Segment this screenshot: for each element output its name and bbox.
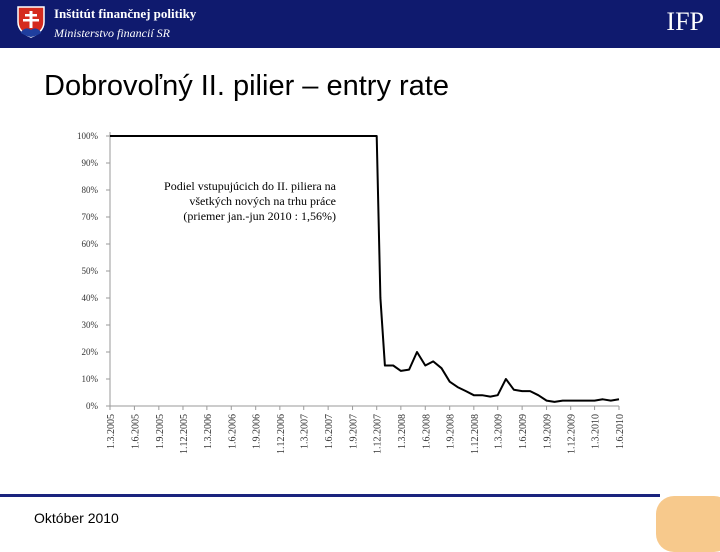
y-tick-label: 60% <box>82 239 99 249</box>
footer-divider <box>0 494 660 497</box>
annotation-line: Podiel vstupujúcich do II. piliera na <box>164 179 337 193</box>
y-tick-label: 40% <box>82 293 99 303</box>
y-tick-label: 100% <box>77 131 99 141</box>
y-tick-label: 20% <box>82 347 99 357</box>
footer-badge <box>656 496 720 552</box>
x-tick-label: 1.3.2009 <box>494 414 505 449</box>
chart-annotation: Podiel vstupujúcich do II. piliera navše… <box>164 179 337 223</box>
y-tick-label: 80% <box>82 185 99 195</box>
x-tick-label: 1.12.2005 <box>179 414 190 454</box>
x-tick-label: 1.3.2006 <box>203 414 214 449</box>
x-tick-label: 1.9.2008 <box>446 414 457 449</box>
x-tick-label: 1.3.2007 <box>300 414 311 449</box>
x-tick-label: 1.6.2007 <box>324 414 335 449</box>
x-tick-label: 1.6.2005 <box>130 414 141 449</box>
institute-name: Inštitút finančnej politiky <box>54 6 197 21</box>
x-tick-label: 1.6.2006 <box>227 414 238 449</box>
x-tick-label: 1.6.2010 <box>615 414 626 449</box>
header-bar: Inštitút finančnej politiky Ministerstvo… <box>0 0 720 48</box>
y-tick-label: 30% <box>82 320 99 330</box>
x-tick-label: 1.3.2008 <box>397 414 408 449</box>
entry-rate-series-line <box>110 135 620 403</box>
x-tick-label: 1.9.2005 <box>155 414 166 449</box>
x-tick-label: 1.3.2010 <box>591 414 602 449</box>
annotation-line: všetkých nových na trhu práce <box>189 194 336 208</box>
annotation-line: (priemer jan.-jun 2010 : 1,56%) <box>183 209 336 223</box>
ifp-logo: IFP <box>666 7 704 36</box>
series-layer <box>110 135 620 403</box>
x-tick-label: 1.9.2006 <box>252 414 263 449</box>
y-tick-label: 10% <box>82 374 99 384</box>
entry-rate-chart: 0% 10% 20% 30% 40% 50% 60% 70% 80% 90% 100% 1.3.20… <box>77 131 626 454</box>
x-tick-label: 1.6.2009 <box>518 414 529 449</box>
ministry-name: Ministerstvo financií SR <box>54 26 170 40</box>
y-tick-label: 0% <box>86 401 99 411</box>
x-tick-label: 1.12.2006 <box>276 414 287 454</box>
y-tick-label: 50% <box>82 266 99 276</box>
x-tick-label: 1.6.2008 <box>421 414 432 449</box>
y-axis: 0% 10% 20% 30% 40% 50% 60% 70% 80% 90% 100% <box>77 131 111 411</box>
y-tick-label: 70% <box>82 212 99 222</box>
slovak-coat-of-arms-icon <box>17 6 45 38</box>
x-tick-label: 1.9.2009 <box>543 414 554 449</box>
x-tick-label: 1.12.2008 <box>470 414 481 454</box>
x-tick-label: 1.12.2007 <box>373 414 384 454</box>
x-tick-label: 1.3.2005 <box>106 414 117 449</box>
slide-title: Dobrovoľný II. pilier – entry rate <box>44 70 449 102</box>
footer-date: Október 2010 <box>34 510 119 526</box>
x-tick-label: 1.9.2007 <box>349 414 360 449</box>
y-tick-label: 90% <box>82 158 99 168</box>
x-tick-label: 1.12.2009 <box>567 414 578 454</box>
x-axis: 1.3.2005 1.6.2005 1.9.2005 1.12.2005 1.3.200… <box>106 405 626 454</box>
